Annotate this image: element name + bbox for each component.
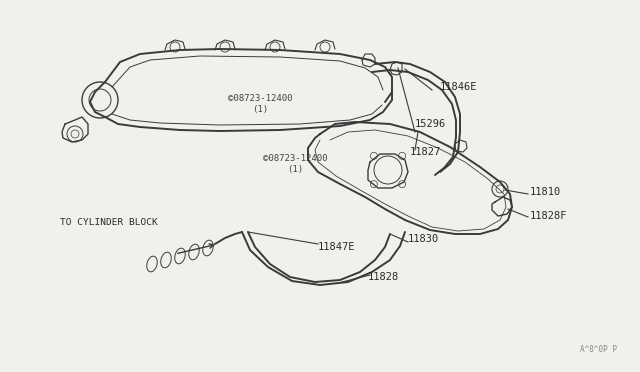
Text: 11827: 11827 xyxy=(410,147,441,157)
Text: 15296: 15296 xyxy=(415,119,446,129)
Text: 11810: 11810 xyxy=(530,187,561,197)
Text: 11846E: 11846E xyxy=(440,82,477,92)
Text: 11828: 11828 xyxy=(368,272,399,282)
Text: 11847E: 11847E xyxy=(318,242,355,252)
Text: A^8^0P P: A^8^0P P xyxy=(580,346,617,355)
Text: TO CYLINDER BLOCK: TO CYLINDER BLOCK xyxy=(60,218,157,227)
Text: ©08723-12400
(1): ©08723-12400 (1) xyxy=(228,94,292,114)
Text: ©08723-12400
(1): ©08723-12400 (1) xyxy=(263,154,327,174)
Text: 11830: 11830 xyxy=(408,234,439,244)
Text: 11828F: 11828F xyxy=(530,211,568,221)
